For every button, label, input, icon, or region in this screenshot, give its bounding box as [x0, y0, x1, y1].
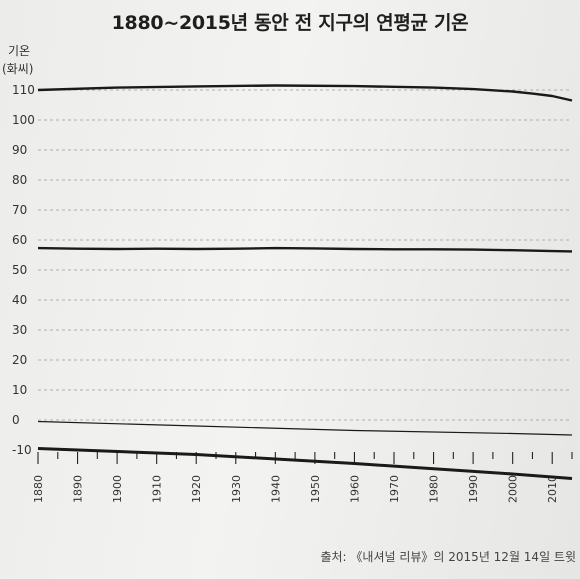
- x-tick-label: 1980: [428, 475, 441, 503]
- y-tick-label: 110: [12, 83, 35, 97]
- y-tick-label: 80: [12, 173, 27, 187]
- y-tick-label: 100: [12, 113, 35, 127]
- series-lines: [37, 84, 573, 480]
- series-line-2: [37, 246, 573, 253]
- y-tick-label: 30: [12, 323, 27, 337]
- x-tick-label: 2010: [546, 475, 559, 503]
- y-axis-unit: (화씨): [2, 62, 34, 76]
- x-tick-label: 1950: [309, 475, 322, 503]
- y-tick-label: 10: [12, 383, 27, 397]
- series-line-3: [37, 420, 573, 436]
- y-tick-label: 70: [12, 203, 27, 217]
- y-tick-label: 20: [12, 353, 27, 367]
- y-tick-label: 60: [12, 233, 27, 247]
- chart-title: 1880~2015년 동안 전 지구의 연평균 기온: [111, 12, 469, 34]
- y-axis-label: 기온: [8, 44, 31, 58]
- x-tick-label: 1910: [151, 475, 164, 503]
- x-tick-label: 1970: [388, 475, 401, 503]
- source-note: 출처: 《내셔널 리뷰》의 2015년 12월 14일 트윗: [320, 550, 576, 564]
- x-tick-label: 1940: [269, 475, 282, 503]
- x-tick-label: 1900: [111, 475, 124, 503]
- y-tick-label: 40: [12, 293, 27, 307]
- x-tick-label: 1990: [467, 475, 480, 503]
- series-line-4: [37, 447, 573, 480]
- y-tick-label: -10: [12, 443, 32, 457]
- y-tick-labels: -10 0 10 20 30 40 50 60 70 80 90 100 110: [12, 83, 35, 457]
- y-tick-label: 0: [12, 413, 20, 427]
- y-tick-label: 50: [12, 263, 27, 277]
- gridlines: [38, 89, 572, 421]
- x-tick-label: 1880: [32, 475, 45, 503]
- x-tick-label: 1930: [230, 475, 243, 503]
- x-tick-label: 1890: [72, 475, 85, 503]
- x-tick-label: 1920: [190, 475, 203, 503]
- x-axis: 1880 1890 1900 1910 1920 1930 1940 1950 1960 1970…: [32, 452, 573, 503]
- x-tick-label: 1960: [348, 475, 361, 503]
- y-tick-label: 90: [12, 143, 27, 157]
- series-line-1: [37, 84, 573, 102]
- x-tick-label: 2000: [507, 475, 520, 503]
